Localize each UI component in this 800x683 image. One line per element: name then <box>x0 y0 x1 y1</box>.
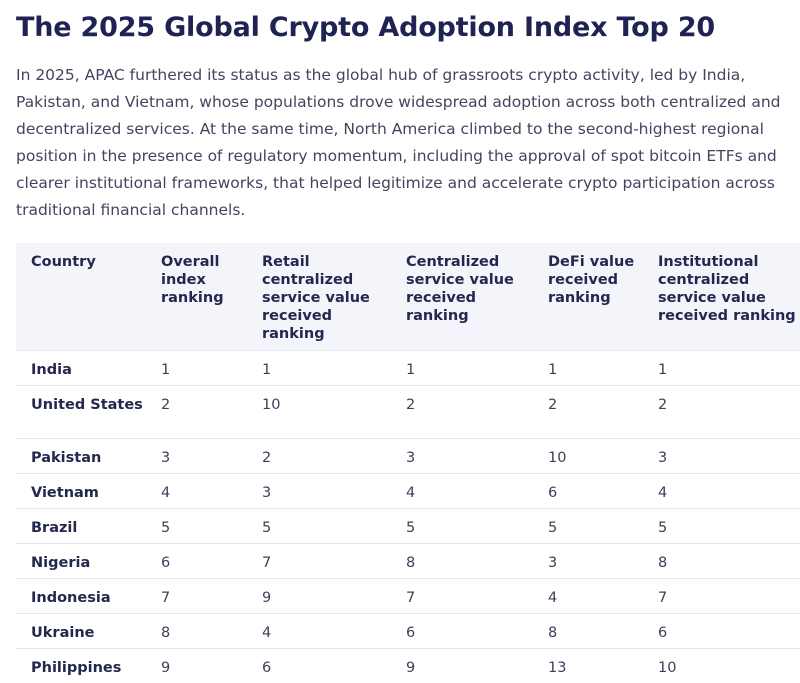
header-overall-index-ranking: Overall index ranking <box>146 243 247 350</box>
header-country: Country <box>16 243 146 350</box>
institutional-rank-cell: 2 <box>643 385 800 438</box>
table-row: India 1 1 1 1 1 <box>16 350 800 385</box>
centralized-rank-cell: 5 <box>391 508 533 543</box>
defi-rank-cell: 10 <box>533 438 643 473</box>
centralized-rank-cell: 6 <box>391 613 533 648</box>
overall-rank-cell: 3 <box>146 438 247 473</box>
table-row: Brazil 5 5 5 5 5 <box>16 508 800 543</box>
defi-rank-cell: 13 <box>533 648 643 683</box>
centralized-rank-cell: 7 <box>391 578 533 613</box>
defi-rank-cell: 2 <box>533 385 643 438</box>
retail-rank-cell: 5 <box>247 508 391 543</box>
institutional-rank-cell: 8 <box>643 543 800 578</box>
overall-rank-cell: 6 <box>146 543 247 578</box>
retail-rank-cell: 1 <box>247 350 391 385</box>
defi-rank-cell: 3 <box>533 543 643 578</box>
overall-rank-cell: 1 <box>146 350 247 385</box>
retail-rank-cell: 7 <box>247 543 391 578</box>
table-header-row: Country Overall index ranking Retail cen… <box>16 243 800 350</box>
overall-rank-cell: 7 <box>146 578 247 613</box>
article: The 2025 Global Crypto Adoption Index To… <box>0 0 800 683</box>
intro-paragraph: In 2025, APAC furthered its status as th… <box>16 62 796 224</box>
retail-rank-cell: 2 <box>247 438 391 473</box>
header-institutional-ranking: Institutional centralized service value … <box>643 243 800 350</box>
defi-rank-cell: 5 <box>533 508 643 543</box>
overall-rank-cell: 9 <box>146 648 247 683</box>
overall-rank-cell: 5 <box>146 508 247 543</box>
country-cell: Philippines <box>16 648 146 683</box>
adoption-index-table: Country Overall index ranking Retail cen… <box>16 243 800 683</box>
country-cell: United States <box>16 385 146 438</box>
table-row: Indonesia 7 9 7 4 7 <box>16 578 800 613</box>
institutional-rank-cell: 6 <box>643 613 800 648</box>
overall-rank-cell: 4 <box>146 473 247 508</box>
retail-rank-cell: 3 <box>247 473 391 508</box>
country-cell: Nigeria <box>16 543 146 578</box>
centralized-rank-cell: 8 <box>391 543 533 578</box>
institutional-rank-cell: 3 <box>643 438 800 473</box>
defi-rank-cell: 4 <box>533 578 643 613</box>
retail-rank-cell: 10 <box>247 385 391 438</box>
defi-rank-cell: 6 <box>533 473 643 508</box>
header-defi-ranking: DeFi value received ranking <box>533 243 643 350</box>
header-centralized-ranking: Centralized service value received ranki… <box>391 243 533 350</box>
country-cell: Vietnam <box>16 473 146 508</box>
table-row: Vietnam 4 3 4 6 4 <box>16 473 800 508</box>
country-cell: India <box>16 350 146 385</box>
institutional-rank-cell: 5 <box>643 508 800 543</box>
institutional-rank-cell: 7 <box>643 578 800 613</box>
overall-rank-cell: 2 <box>146 385 247 438</box>
institutional-rank-cell: 10 <box>643 648 800 683</box>
centralized-rank-cell: 4 <box>391 473 533 508</box>
overall-rank-cell: 8 <box>146 613 247 648</box>
centralized-rank-cell: 9 <box>391 648 533 683</box>
retail-rank-cell: 4 <box>247 613 391 648</box>
table-row: Ukraine 8 4 6 8 6 <box>16 613 800 648</box>
centralized-rank-cell: 1 <box>391 350 533 385</box>
centralized-rank-cell: 3 <box>391 438 533 473</box>
header-retail-centralized-ranking: Retail centralized service value receive… <box>247 243 391 350</box>
institutional-rank-cell: 4 <box>643 473 800 508</box>
country-cell: Pakistan <box>16 438 146 473</box>
defi-rank-cell: 8 <box>533 613 643 648</box>
defi-rank-cell: 1 <box>533 350 643 385</box>
retail-rank-cell: 6 <box>247 648 391 683</box>
table-row: United States 2 10 2 2 2 <box>16 385 800 438</box>
page-title: The 2025 Global Crypto Adoption Index To… <box>16 12 715 43</box>
centralized-rank-cell: 2 <box>391 385 533 438</box>
retail-rank-cell: 9 <box>247 578 391 613</box>
table-row: Nigeria 6 7 8 3 8 <box>16 543 800 578</box>
table-row: Philippines 9 6 9 13 10 <box>16 648 800 683</box>
institutional-rank-cell: 1 <box>643 350 800 385</box>
table-row: Pakistan 3 2 3 10 3 <box>16 438 800 473</box>
country-cell: Indonesia <box>16 578 146 613</box>
country-cell: Brazil <box>16 508 146 543</box>
country-cell: Ukraine <box>16 613 146 648</box>
